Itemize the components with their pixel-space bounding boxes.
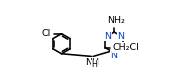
Text: N: N [104,32,111,41]
Text: NH₂: NH₂ [107,16,125,25]
Text: H: H [91,60,97,69]
Text: Cl: Cl [41,29,51,38]
Text: CH₂Cl: CH₂Cl [112,43,139,52]
Text: NH: NH [85,58,99,67]
Text: N: N [117,32,124,41]
Text: N: N [111,51,118,60]
